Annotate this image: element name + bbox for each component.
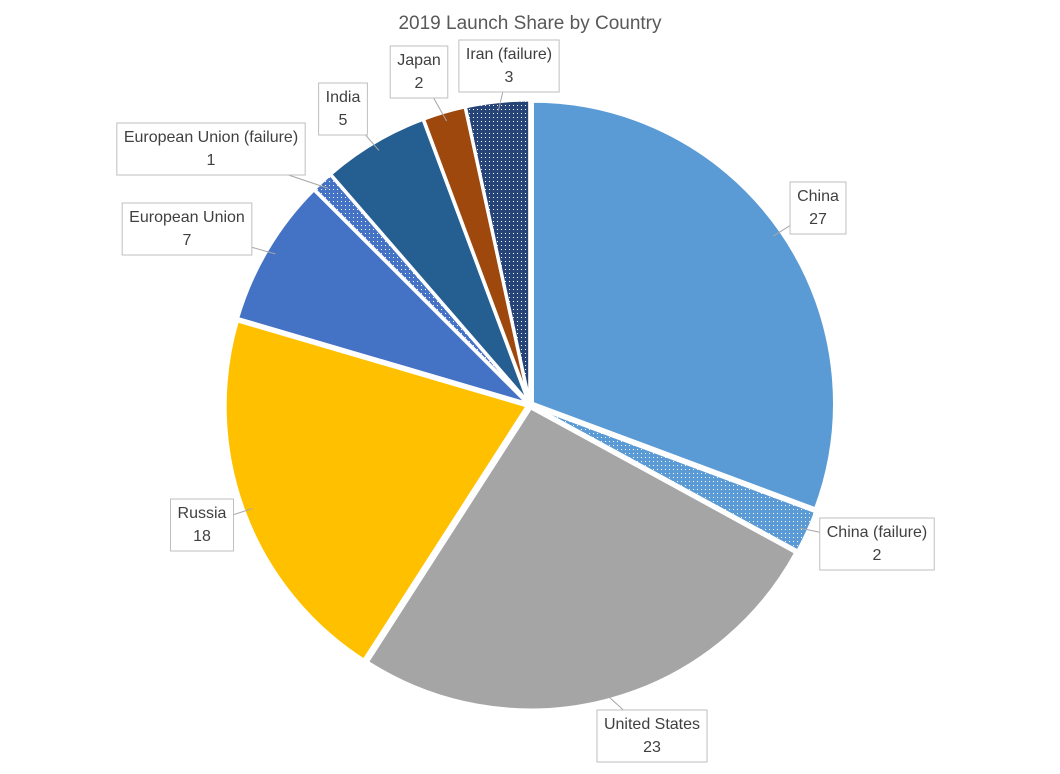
data-label: Japan 2 [389, 45, 449, 99]
label-value: 2 [415, 75, 424, 92]
data-label: United States 23 [596, 709, 708, 763]
label-name: China (failure) [827, 524, 927, 541]
label-value: 27 [809, 211, 827, 228]
data-label: India 5 [318, 82, 368, 136]
pie-slice [235, 187, 529, 405]
label-value: 5 [339, 112, 348, 129]
label-name: European Union (failure) [124, 129, 298, 146]
pie-slice [532, 404, 818, 554]
data-label: Iran (failure) 3 [458, 39, 560, 93]
label-box [819, 517, 935, 571]
label-value: 3 [505, 69, 514, 86]
label-box [596, 709, 708, 763]
pie-slice [463, 98, 532, 403]
label-value: 2 [873, 547, 882, 564]
label-value: 7 [183, 232, 192, 249]
label-box [169, 498, 235, 552]
label-box [116, 122, 306, 176]
label-name: United States [604, 716, 700, 733]
label-name: Japan [397, 52, 441, 69]
label-box [789, 181, 847, 235]
chart-title: 2019 Launch Share by Country [398, 13, 662, 34]
label-name: China [797, 188, 839, 205]
label-box [121, 202, 253, 256]
data-label: China 27 [789, 181, 847, 235]
label-name: India [326, 89, 361, 106]
data-label: European Union (failure) 1 [116, 122, 306, 176]
label-value: 23 [643, 739, 661, 756]
data-label: Russia 18 [169, 498, 235, 552]
label-name: European Union [129, 209, 245, 226]
label-value: 18 [193, 528, 211, 545]
label-box [389, 45, 449, 99]
label-box [458, 39, 560, 93]
data-label: European Union 7 [121, 202, 253, 256]
label-box [318, 82, 368, 136]
label-name: Russia [178, 505, 227, 522]
label-value: 1 [207, 152, 216, 169]
label-name: Iran (failure) [466, 46, 552, 63]
pie-slice [365, 405, 798, 712]
data-label: China (failure) 2 [819, 517, 935, 571]
